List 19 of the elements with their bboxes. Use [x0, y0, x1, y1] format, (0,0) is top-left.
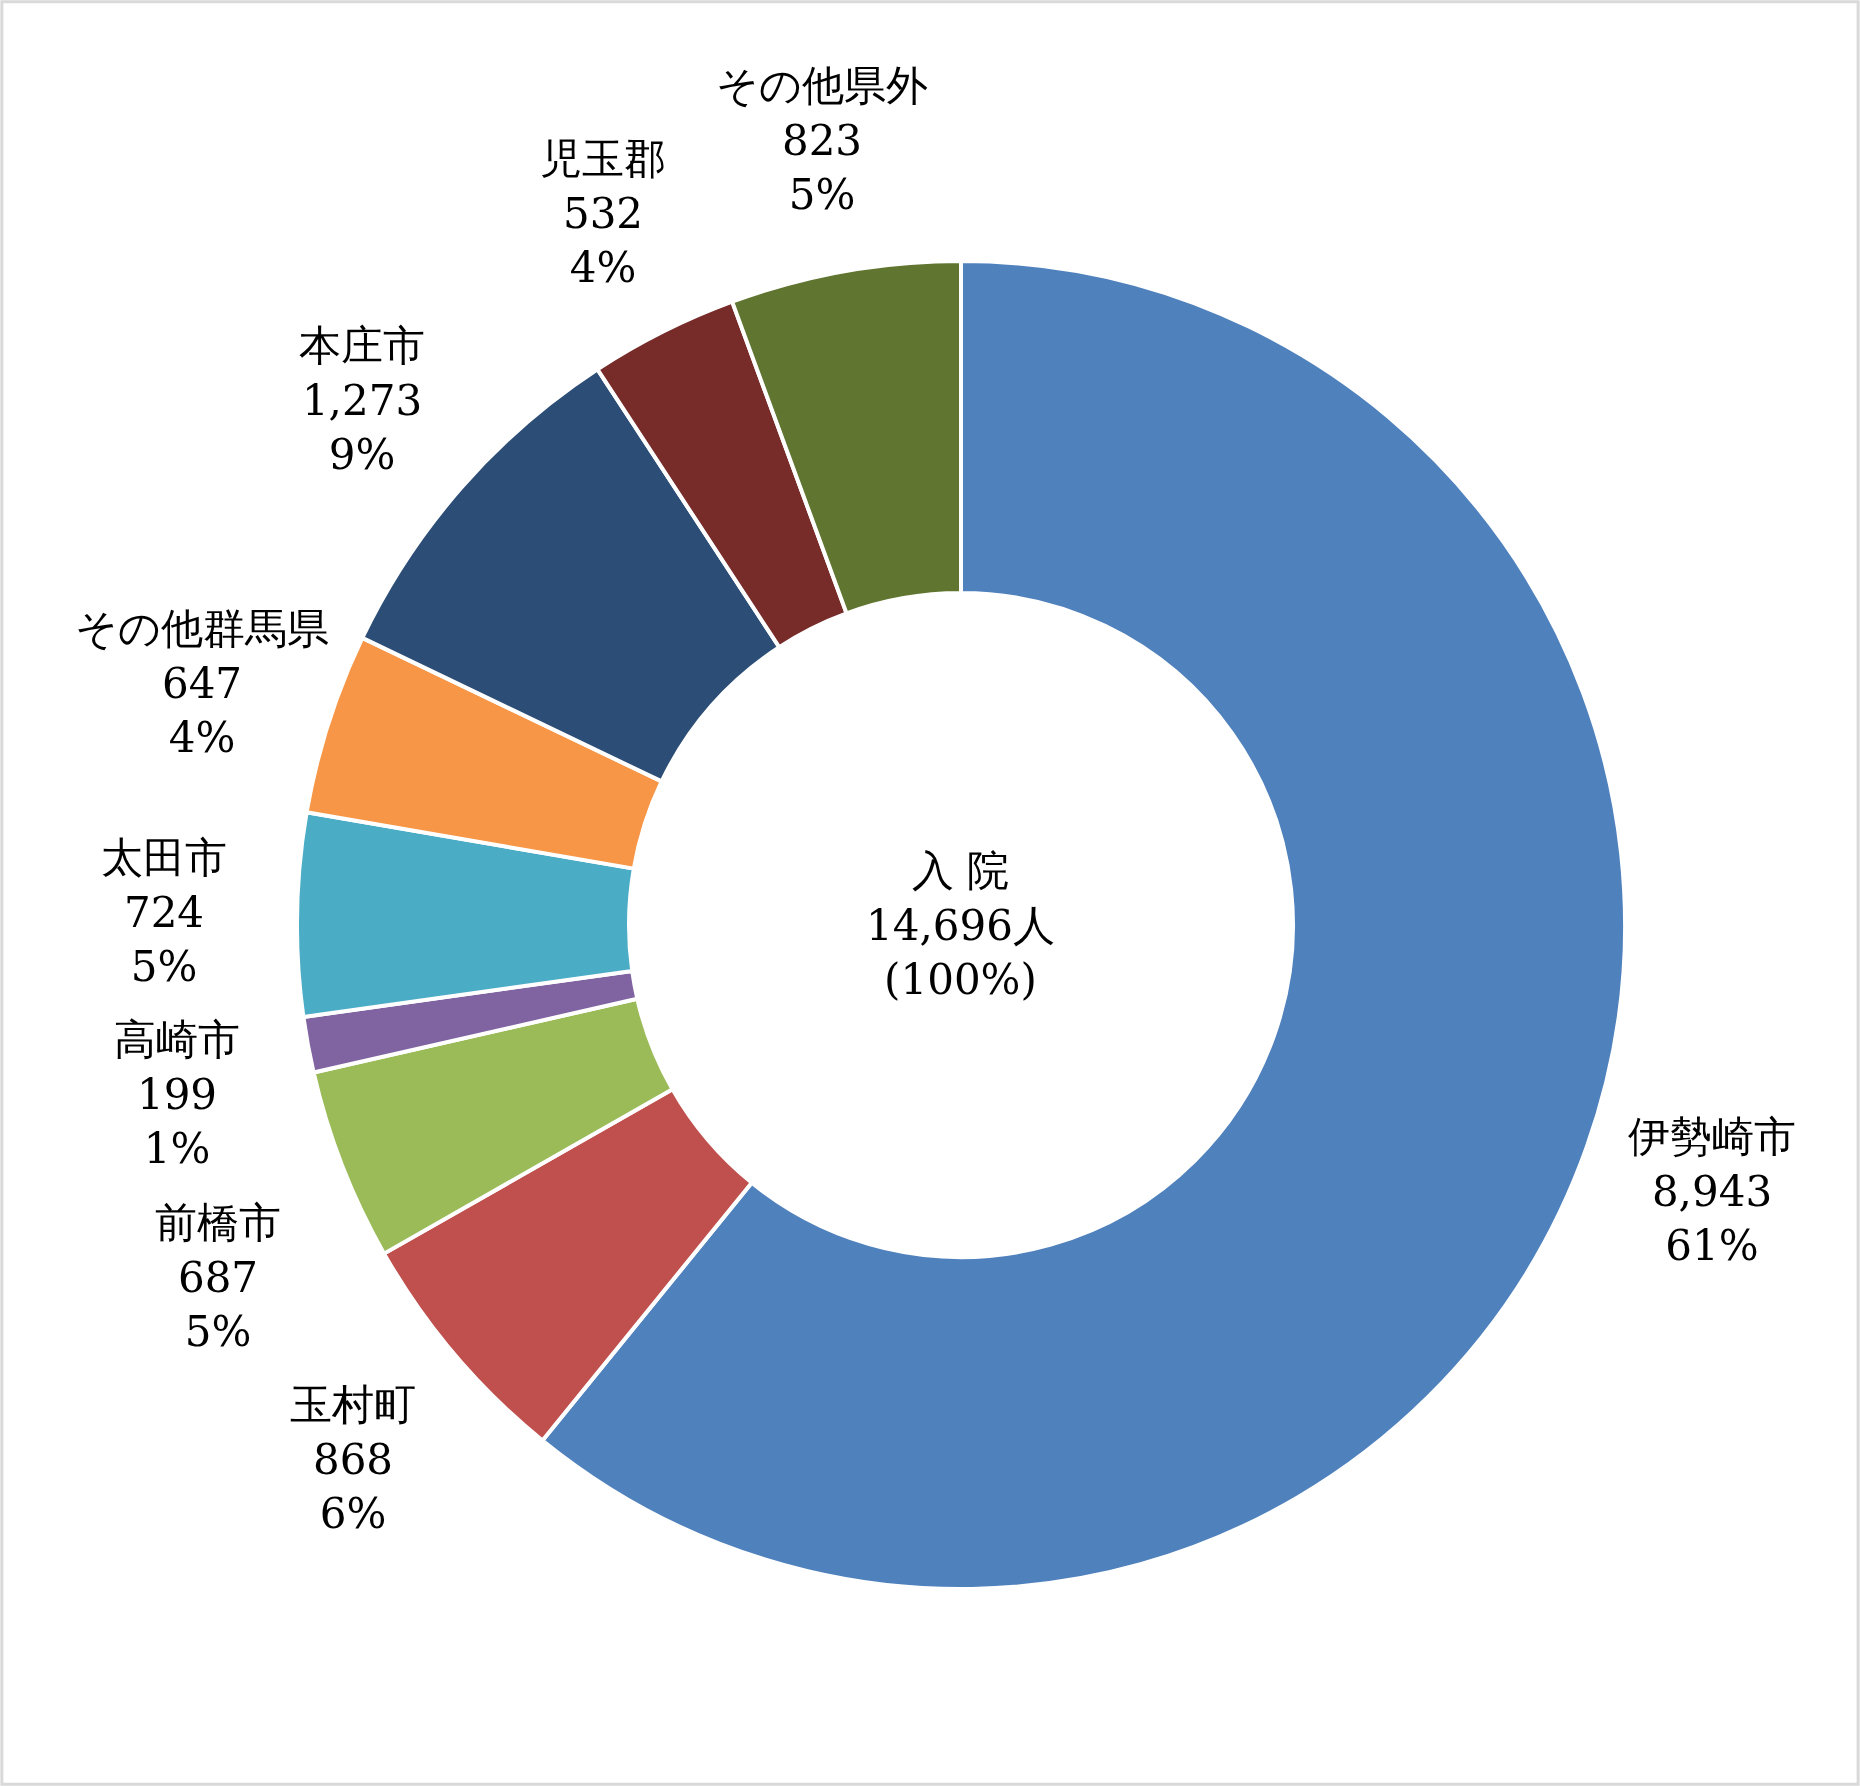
- slice-label: 本庄市: [299, 321, 425, 370]
- slice-label: 高崎市: [114, 1015, 240, 1064]
- text: 入 院 14,696人 (100%): [866, 846, 1055, 1005]
- slice-label: 伊勢崎市: [1628, 1112, 1796, 1161]
- slice-label: その他県外: [716, 61, 928, 110]
- data-label: 1,273 9%: [301, 375, 423, 480]
- data-label: 532 4%: [562, 188, 644, 293]
- slice-label: 前橋市: [155, 1198, 281, 1247]
- slice-label: 太田市: [101, 833, 227, 882]
- slice-label: 児玉郡: [540, 134, 666, 183]
- slice-label: 玉村町: [290, 1380, 416, 1429]
- data-label: 868 6%: [312, 1434, 394, 1539]
- data-label: 687 5%: [177, 1252, 259, 1357]
- data-label: 8,943 61%: [1651, 1166, 1773, 1271]
- slice-label: その他群馬県: [75, 604, 329, 653]
- data-label: 647 4%: [161, 658, 243, 763]
- data-label: 199 1%: [136, 1069, 218, 1174]
- data-label: 823 5%: [781, 115, 863, 220]
- data-label: 724 5%: [123, 887, 205, 992]
